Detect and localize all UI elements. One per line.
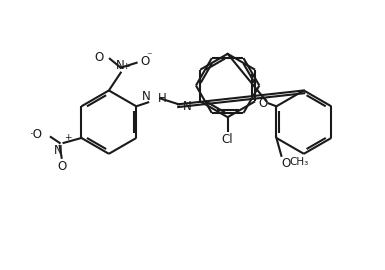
Text: N: N — [141, 90, 150, 103]
Text: O: O — [95, 51, 104, 64]
Text: ·O: ·O — [30, 129, 43, 141]
Text: O: O — [258, 97, 267, 110]
Text: ⁻: ⁻ — [147, 51, 152, 61]
Text: +: + — [64, 133, 71, 143]
Text: O: O — [57, 160, 66, 173]
Text: N: N — [183, 100, 192, 113]
Text: O: O — [281, 157, 291, 170]
Text: +: + — [122, 62, 129, 71]
Text: N: N — [54, 144, 63, 157]
Text: O: O — [141, 55, 150, 68]
Text: Cl: Cl — [222, 133, 233, 146]
Text: N: N — [116, 59, 125, 72]
Text: CH₃: CH₃ — [289, 157, 308, 167]
Text: H: H — [158, 92, 167, 105]
